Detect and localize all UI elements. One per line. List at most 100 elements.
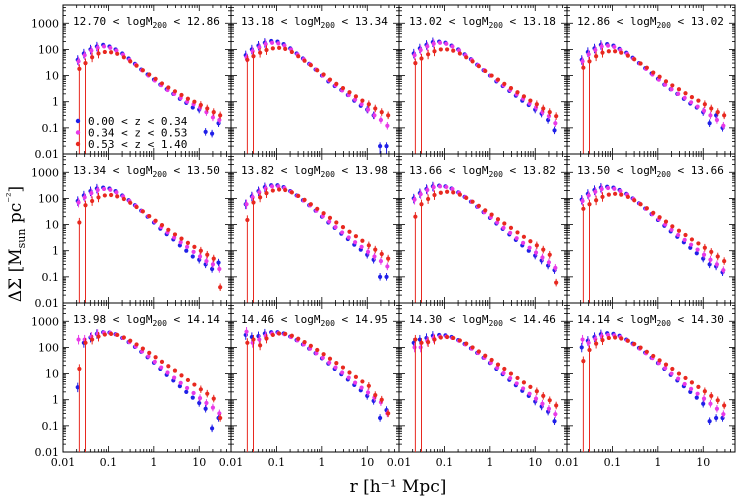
data-point — [140, 68, 145, 73]
data-point — [257, 190, 262, 195]
y-tick-label: 1 — [52, 96, 59, 109]
data-point — [216, 260, 221, 265]
data-point — [508, 225, 514, 230]
data-point — [177, 384, 182, 389]
data-point — [153, 76, 158, 81]
data-point — [670, 366, 675, 372]
data-point — [701, 396, 707, 401]
data-point — [76, 59, 81, 64]
data-point — [179, 236, 184, 241]
data-point — [600, 50, 605, 55]
data-point — [721, 412, 726, 417]
y-tick-label: 0.01 — [35, 297, 60, 310]
data-point — [83, 340, 88, 345]
data-point — [270, 188, 275, 193]
data-point — [211, 396, 216, 401]
data-point — [90, 337, 95, 342]
data-point — [251, 200, 256, 205]
data-point — [444, 184, 449, 190]
data-point — [384, 144, 389, 149]
data-point — [593, 189, 598, 194]
data-point — [327, 77, 333, 82]
data-point — [495, 217, 501, 222]
x-tick-label: 10 — [696, 456, 710, 469]
data-point — [251, 54, 256, 59]
data-point — [75, 385, 80, 390]
data-point — [682, 237, 687, 242]
data-point — [172, 89, 178, 94]
x-tick-label: 0.01 — [51, 456, 76, 469]
panel-title: 13.50 < logM200 < 13.66 — [577, 164, 724, 179]
y-tick-label: 10 — [45, 70, 59, 83]
data-point — [547, 398, 552, 403]
data-point — [114, 190, 119, 195]
data-point — [483, 353, 488, 358]
data-point — [683, 91, 688, 96]
data-point — [412, 197, 417, 202]
series-3 — [245, 187, 391, 303]
data-point — [669, 87, 674, 92]
data-point — [96, 334, 101, 339]
data-point — [651, 353, 656, 359]
data-point — [586, 52, 591, 57]
data-point — [385, 264, 390, 269]
data-point — [245, 57, 250, 62]
data-point — [580, 198, 585, 204]
data-point — [721, 268, 726, 273]
panel-title: 13.98 < logM200 < 14.14 — [73, 313, 220, 328]
y-tick-label: 100 — [38, 341, 59, 354]
data-point — [359, 385, 364, 390]
data-point — [495, 220, 500, 225]
data-point — [77, 66, 82, 71]
data-point — [682, 381, 687, 387]
data-point — [483, 208, 488, 213]
data-point — [546, 406, 552, 411]
data-point — [359, 102, 364, 107]
data-point — [302, 197, 307, 202]
data-point — [425, 187, 430, 193]
data-point — [166, 227, 171, 232]
data-point — [638, 61, 643, 66]
data-point — [689, 386, 694, 391]
data-point — [172, 375, 177, 380]
data-point — [191, 390, 196, 396]
data-point — [663, 82, 668, 87]
panel-5: 0.01 0.1 1 10 100 1000 13.34 < logM200 < 13.50 — [31, 153, 232, 310]
panel-6: 13.82 < logM200 < 13.98 — [230, 153, 400, 304]
data-point — [663, 79, 669, 84]
data-point — [708, 257, 713, 262]
data-point — [553, 412, 558, 417]
data-point — [340, 224, 346, 230]
legend-marker — [75, 141, 81, 147]
data-point — [682, 95, 687, 100]
data-point — [708, 401, 713, 406]
data-point — [83, 203, 88, 208]
data-point — [360, 98, 365, 103]
data-point — [689, 237, 695, 242]
data-point — [289, 49, 294, 55]
data-point — [192, 382, 197, 387]
data-point — [619, 192, 624, 197]
data-point — [707, 121, 712, 126]
y-tick-label: 0.01 — [35, 148, 60, 161]
x-tick-label: 0.1 — [268, 456, 286, 469]
data-point — [613, 335, 618, 340]
data-point — [715, 254, 720, 259]
series-1 — [243, 38, 389, 154]
data-point — [179, 373, 184, 378]
data-point — [554, 403, 559, 408]
data-point — [696, 241, 701, 246]
data-point — [82, 53, 87, 58]
data-point — [245, 217, 250, 223]
data-point — [76, 337, 81, 342]
data-point — [580, 59, 585, 64]
y-tick-label: 1 — [52, 394, 59, 407]
data-point — [197, 254, 203, 259]
data-point — [721, 123, 726, 128]
data-point — [709, 249, 714, 255]
y-tick-label: 0.1 — [42, 122, 60, 135]
data-point — [586, 193, 591, 198]
y-tick-label: 0.01 — [35, 446, 60, 459]
data-point — [204, 110, 209, 115]
data-point — [264, 190, 269, 196]
